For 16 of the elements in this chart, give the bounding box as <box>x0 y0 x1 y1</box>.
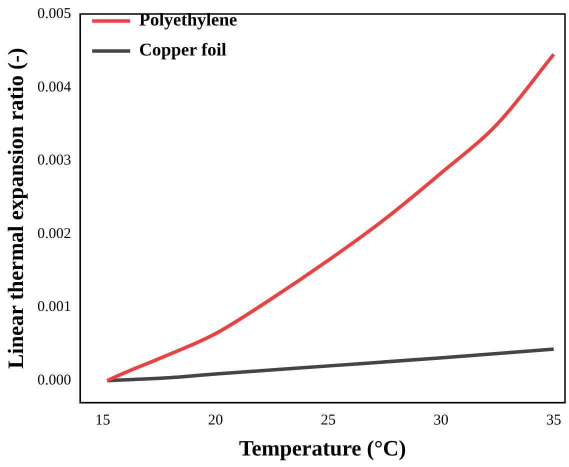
y-tick-label: 0.004 <box>37 79 72 96</box>
line-series <box>105 347 556 382</box>
x-tick-label: 30 <box>433 412 448 429</box>
legend-label: Copper foil <box>139 40 226 60</box>
x-tick-label: 20 <box>208 412 223 429</box>
y-tick-label: 0.002 <box>37 226 72 242</box>
y-tick-label: 0.001 <box>37 299 72 316</box>
x-tick-label: 25 <box>320 412 336 429</box>
x-tick-label: 35 <box>546 412 562 429</box>
y-tick-label: 0.005 <box>37 6 72 22</box>
legend-label: Polyethylene <box>139 10 238 30</box>
y-axis-title: Linear thermal expansion ratio (-) <box>2 48 28 369</box>
x-axis-title: Temperature (°C) <box>239 435 406 460</box>
y-tick-label: 0.003 <box>37 152 72 169</box>
x-tick-label: 15 <box>95 412 110 429</box>
y-tick-label: 0.000 <box>37 372 72 389</box>
